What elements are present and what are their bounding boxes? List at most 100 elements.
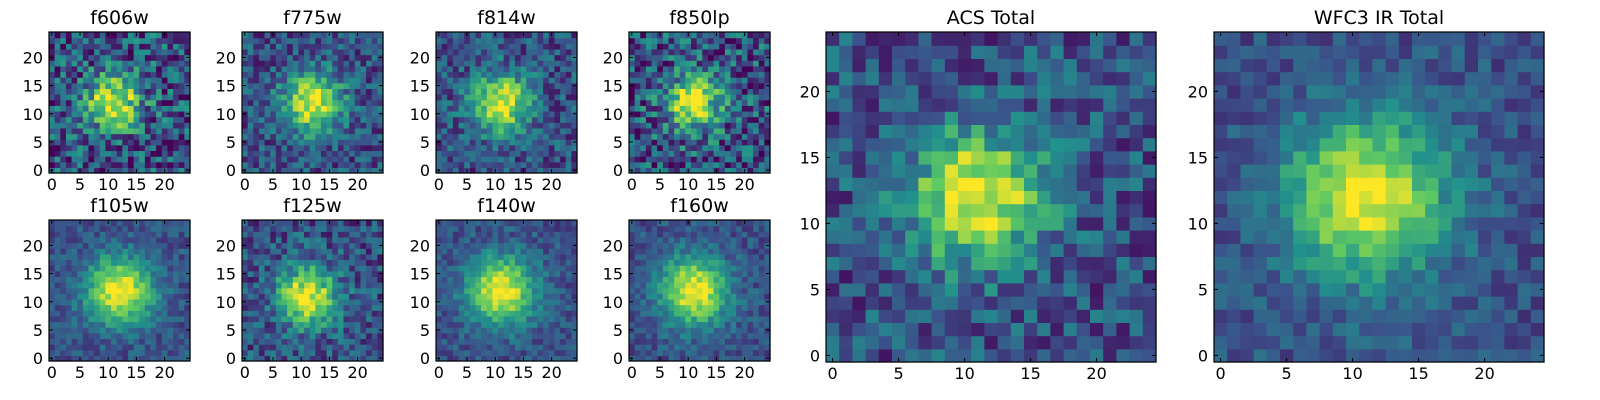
heatmap-cell	[520, 65, 527, 73]
heatmap-cell	[651, 122, 658, 129]
heatmap-cell	[343, 349, 350, 356]
y-tick-label: 20	[410, 236, 430, 255]
heatmap-cell	[702, 133, 709, 140]
heatmap-cell	[377, 321, 384, 328]
heatmap-cell	[651, 156, 658, 163]
heatmap-cell	[139, 321, 146, 328]
heatmap-cell	[349, 310, 356, 317]
heatmap-cell	[122, 60, 129, 67]
heatmap-cell	[167, 105, 174, 112]
heatmap-cell	[702, 94, 709, 101]
heatmap-cell	[94, 88, 101, 95]
heatmap-cell	[668, 88, 675, 95]
heatmap-cell	[571, 304, 578, 311]
heatmap-cell	[674, 77, 681, 84]
heatmap-cell	[657, 150, 664, 157]
heatmap-cell	[486, 71, 493, 78]
heatmap-cell	[247, 321, 254, 328]
heatmap-cell	[662, 355, 670, 362]
heatmap-cell	[173, 310, 180, 317]
heatmap-cell	[281, 105, 288, 112]
heatmap-cell	[127, 144, 135, 152]
heatmap-cell	[60, 338, 67, 345]
heatmap-cell	[156, 276, 163, 283]
heatmap-cell	[292, 338, 299, 345]
heatmap-cell	[724, 276, 732, 283]
heatmap-cell	[498, 253, 505, 261]
heatmap-cell	[560, 161, 567, 168]
heatmap-cell	[571, 133, 578, 140]
heatmap-cell	[713, 321, 720, 328]
heatmap-cell	[275, 220, 283, 227]
heatmap-cell	[167, 65, 174, 73]
heatmap-cell	[343, 88, 350, 95]
heatmap-cell	[270, 37, 277, 44]
heatmap-cell	[270, 349, 277, 356]
heatmap-cell	[127, 133, 135, 140]
x-tick-label: 10	[291, 363, 311, 382]
heatmap-cell	[707, 99, 715, 106]
heatmap-cell	[492, 77, 499, 84]
heatmap-cell	[65, 156, 73, 163]
heatmap-cell	[337, 43, 345, 50]
heatmap-cell	[343, 259, 350, 266]
heatmap-cell	[173, 94, 180, 101]
heatmap-cell	[167, 77, 174, 84]
heatmap-cell	[304, 150, 311, 157]
heatmap-cell	[309, 293, 316, 300]
heatmap-cell	[287, 270, 294, 277]
heatmap-cell	[685, 321, 692, 328]
heatmap-cell	[514, 344, 522, 351]
heatmap-cell	[49, 88, 56, 95]
heatmap-cell	[509, 220, 516, 227]
heatmap-cell	[645, 133, 653, 140]
heatmap-cell	[651, 54, 658, 61]
heatmap-cell	[139, 253, 146, 261]
heatmap-cell	[71, 150, 78, 157]
heatmap-cell	[253, 315, 260, 323]
heatmap-cell	[713, 139, 720, 146]
heatmap-cell	[441, 321, 448, 328]
heatmap-cell	[161, 133, 169, 140]
heatmap-cell	[349, 161, 356, 168]
heatmap-cell	[88, 236, 95, 244]
heatmap-cell	[736, 321, 743, 328]
heatmap-cell	[481, 144, 488, 152]
heatmap-cell	[349, 110, 356, 118]
heatmap-cell	[360, 94, 367, 101]
heatmap-cell	[486, 355, 493, 362]
heatmap-cell	[309, 139, 316, 146]
heatmap-cell	[662, 298, 670, 306]
heatmap-cell	[469, 310, 477, 317]
heatmap-cell	[691, 304, 698, 311]
heatmap-cell	[173, 144, 180, 152]
heatmap-cell	[178, 332, 185, 340]
heatmap-cell	[458, 167, 465, 174]
heatmap-cell	[713, 310, 720, 317]
heatmap-cell	[122, 344, 129, 351]
heatmap-cell	[150, 150, 157, 157]
heatmap-cell	[730, 133, 737, 140]
heatmap-cell	[554, 315, 561, 323]
heatmap-cell	[281, 82, 288, 89]
heatmap-cell	[377, 94, 384, 101]
heatmap-cell	[99, 349, 106, 356]
heatmap-cell	[309, 37, 316, 44]
heatmap-cell	[685, 127, 692, 135]
heatmap-cell	[304, 327, 311, 334]
heatmap-cell	[747, 77, 754, 84]
heatmap-cell	[441, 270, 448, 277]
heatmap-cell	[509, 37, 516, 44]
heatmap-cell	[94, 265, 101, 272]
heatmap-cell	[371, 231, 378, 238]
heatmap-cell	[150, 242, 157, 249]
heatmap-cell	[167, 156, 174, 163]
heatmap-cell	[173, 242, 180, 249]
heatmap-cell	[548, 304, 556, 311]
heatmap-cell	[77, 332, 84, 340]
heatmap-cell	[60, 150, 67, 157]
heatmap-cell	[475, 282, 482, 289]
heatmap-cell	[242, 282, 249, 289]
heatmap-cell	[469, 122, 477, 129]
heatmap-cell	[139, 116, 146, 123]
